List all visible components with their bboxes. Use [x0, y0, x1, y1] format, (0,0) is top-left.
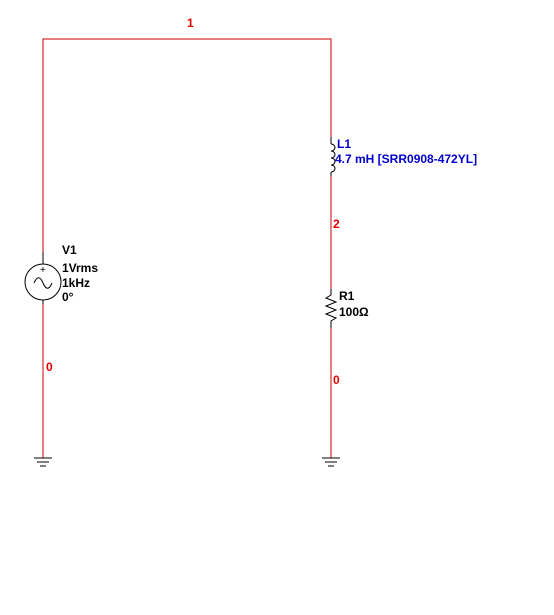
r1-ref-label: R1 — [339, 289, 355, 303]
wires — [42, 38, 332, 458]
v1-amplitude-label: 1Vrms — [62, 261, 98, 275]
ground-icon — [34, 457, 52, 467]
v1-ref-label: V1 — [62, 243, 77, 257]
v1-phase-label: 0° — [62, 290, 74, 304]
ground-icon — [322, 457, 340, 467]
resistor-r1[interactable]: R1 100Ω — [324, 289, 369, 328]
inductor-icon — [330, 137, 336, 176]
inductor-l1[interactable]: L1 4.7 mH [SRR0908-472YL] — [330, 137, 477, 176]
ac-voltage-source-v1[interactable]: + V1 1Vrms 1kHz 0° — [24, 243, 98, 304]
svg-text:+: + — [40, 265, 46, 276]
v1-frequency-label: 1kHz — [62, 276, 90, 290]
net-label-0-right: 0 — [333, 373, 340, 387]
l1-ref-label: L1 — [337, 137, 351, 151]
wire-net-1[interactable] — [42, 38, 332, 262]
net-label-2: 2 — [333, 217, 340, 231]
net-label-1: 1 — [187, 16, 194, 30]
r1-value-label: 100Ω — [339, 305, 369, 319]
l1-value-label: 4.7 mH [SRR0908-472YL] — [335, 152, 477, 166]
resistor-icon — [324, 289, 338, 328]
ac-voltage-source-icon: + — [24, 252, 62, 304]
net-label-0-left: 0 — [46, 360, 53, 374]
